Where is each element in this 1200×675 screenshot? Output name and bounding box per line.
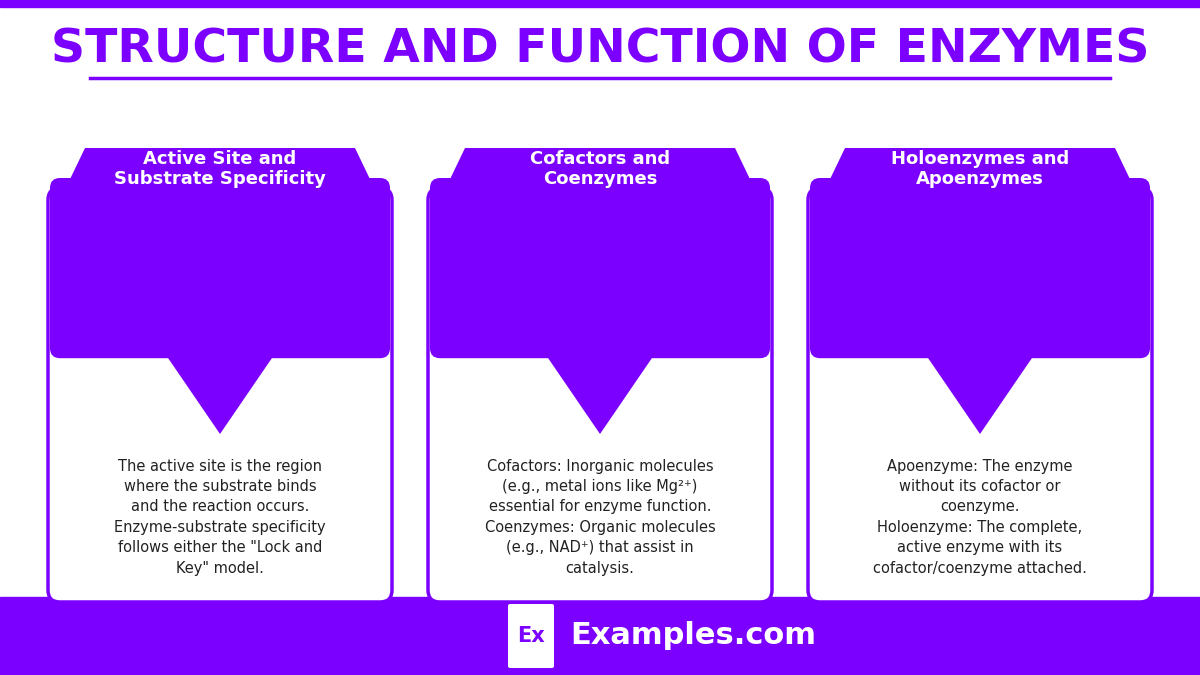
Text: Cofactors: Inorganic molecules
(e.g., metal ions like Mg²⁺)
essential for enzyme: Cofactors: Inorganic molecules (e.g., me… [485,458,715,576]
Text: Active Site and
Substrate Specificity: Active Site and Substrate Specificity [114,150,326,188]
Bar [0,0,1200,7]
Text: Cofactors and
Coenzymes: Cofactors and Coenzymes [530,150,670,188]
FancyBboxPatch shape [810,178,1150,358]
Text: Examples.com: Examples.com [570,622,816,651]
FancyBboxPatch shape [428,188,772,602]
FancyBboxPatch shape [50,178,390,358]
Text: Holoenzymes and
Apoenzymes: Holoenzymes and Apoenzymes [890,150,1069,188]
Polygon shape [440,148,760,434]
Text: Apoenzyme: The enzyme
without its cofactor or
coenzyme.
Holoenzyme: The complete: Apoenzyme: The enzyme without its cofact… [874,458,1087,576]
Polygon shape [60,148,380,434]
Polygon shape [820,148,1140,434]
FancyBboxPatch shape [48,188,392,602]
Text: Ex: Ex [517,626,545,646]
Text: The active site is the region
where the substrate binds
and the reaction occurs.: The active site is the region where the … [114,458,326,576]
FancyBboxPatch shape [508,604,554,668]
FancyBboxPatch shape [808,188,1152,602]
Bar [0,597,1200,675]
FancyBboxPatch shape [430,178,770,358]
Text: STRUCTURE AND FUNCTION OF ENZYMES: STRUCTURE AND FUNCTION OF ENZYMES [50,28,1150,72]
